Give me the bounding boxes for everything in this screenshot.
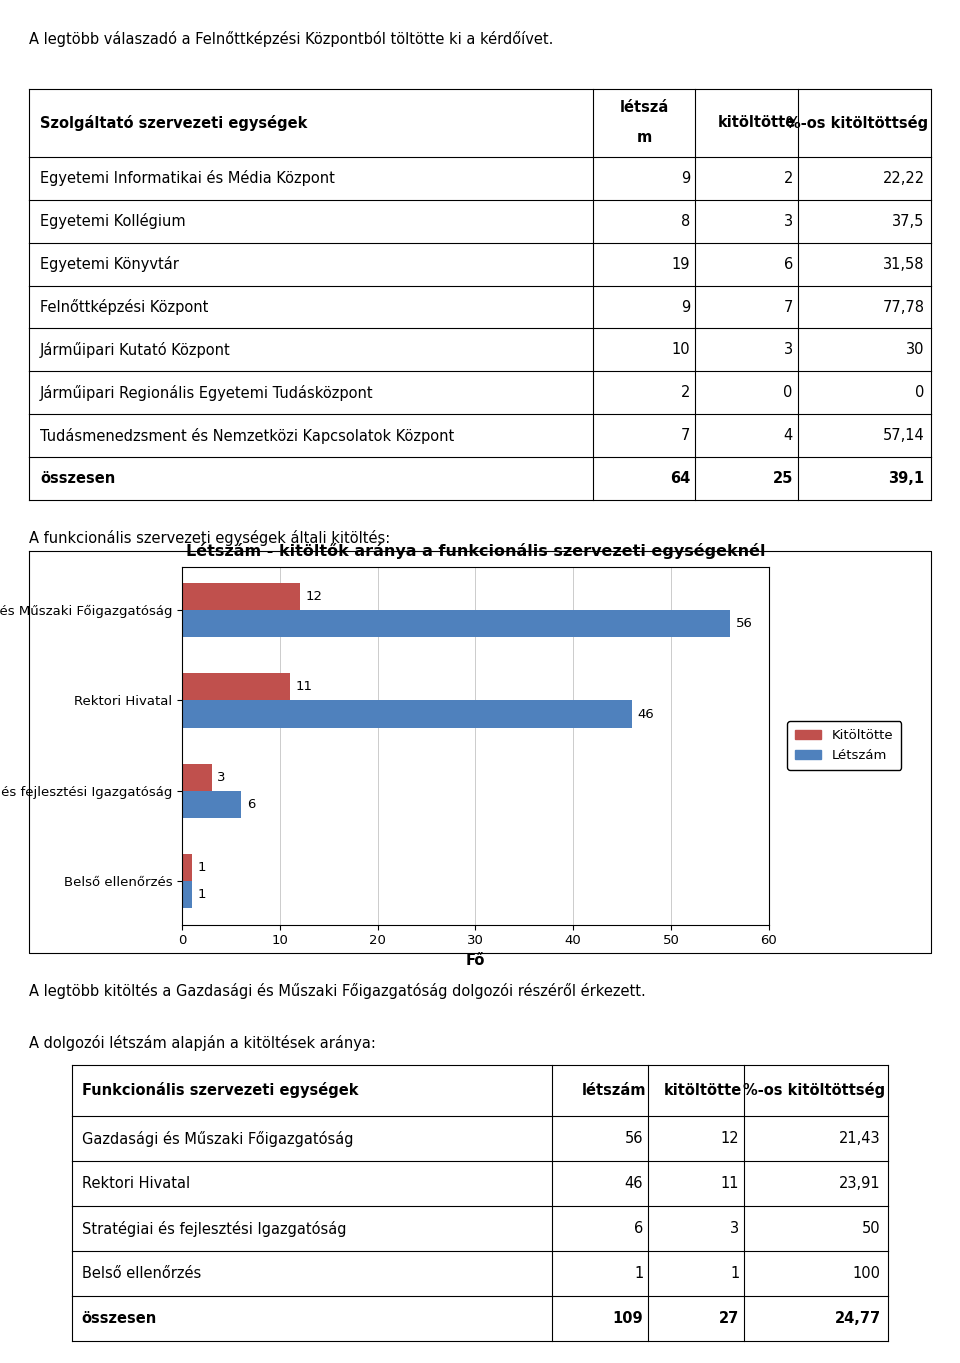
Text: 23,91: 23,91: [839, 1176, 880, 1191]
Text: A legtöbb válaszadó a Felnőttképzési Központból töltötte ki a kérdőívet.: A legtöbb válaszadó a Felnőttképzési Köz…: [29, 31, 553, 48]
Text: 12: 12: [305, 590, 323, 602]
Text: 3: 3: [217, 771, 226, 784]
Text: 1: 1: [198, 861, 206, 874]
Bar: [182, 583, 300, 611]
Bar: [182, 855, 192, 882]
Text: 50: 50: [862, 1221, 880, 1236]
Text: 77,78: 77,78: [882, 300, 924, 315]
Text: 24,77: 24,77: [834, 1311, 880, 1326]
Text: 46: 46: [625, 1176, 643, 1191]
Text: 7: 7: [681, 428, 690, 443]
Text: 2: 2: [681, 386, 690, 401]
Text: Egyetemi Kollégium: Egyetemi Kollégium: [40, 213, 185, 229]
Text: létszá: létszá: [619, 99, 669, 116]
Bar: [182, 763, 211, 791]
Legend: Kitöltötte, Létszám: Kitöltötte, Létszám: [787, 721, 901, 770]
Text: Járműipari Kutató Központ: Járműipari Kutató Központ: [40, 342, 230, 358]
Text: 30: 30: [906, 342, 924, 357]
Text: 1: 1: [634, 1266, 643, 1281]
Text: 0: 0: [783, 386, 793, 401]
Text: 0: 0: [915, 386, 924, 401]
Text: 11: 11: [721, 1176, 739, 1191]
Text: A funkcionális szervezeti egységek általi kitöltés:: A funkcionális szervezeti egységek által…: [29, 530, 390, 547]
Text: 64: 64: [670, 472, 690, 487]
Text: Tudásmenedzsment és Nemzetközi Kapcsolatok Központ: Tudásmenedzsment és Nemzetközi Kapcsolat…: [40, 428, 454, 444]
Text: 25: 25: [773, 472, 793, 487]
Text: 109: 109: [612, 1311, 643, 1326]
Text: Stratégiai és fejlesztési Igazgatóság: Stratégiai és fejlesztési Igazgatóság: [82, 1221, 347, 1236]
Bar: [182, 701, 632, 728]
Text: Egyetemi Informatikai és Média Központ: Egyetemi Informatikai és Média Központ: [40, 170, 335, 187]
Bar: [182, 882, 192, 908]
X-axis label: Fő: Fő: [466, 953, 485, 968]
Text: 7: 7: [783, 300, 793, 315]
Text: 21,43: 21,43: [839, 1131, 880, 1146]
Text: Belső ellenőrzés: Belső ellenőrzés: [82, 1266, 201, 1281]
Text: 27: 27: [719, 1311, 739, 1326]
Text: Rektori Hivatal: Rektori Hivatal: [82, 1176, 190, 1191]
Text: 39,1: 39,1: [888, 472, 924, 487]
Text: 8: 8: [681, 214, 690, 229]
Text: 9: 9: [681, 170, 690, 185]
Text: kitöltötte: kitöltötte: [663, 1082, 742, 1099]
Text: létszám: létszám: [582, 1082, 646, 1099]
Text: 6: 6: [783, 256, 793, 271]
Text: 12: 12: [721, 1131, 739, 1146]
Text: 6: 6: [247, 797, 255, 811]
Bar: [182, 673, 290, 701]
Text: 11: 11: [296, 680, 313, 694]
Text: 3: 3: [783, 214, 793, 229]
Text: 31,58: 31,58: [883, 256, 924, 271]
Text: A dolgozói létszám alapján a kitöltések aránya:: A dolgozói létszám alapján a kitöltések …: [29, 1035, 375, 1051]
Text: 22,22: 22,22: [882, 170, 924, 185]
Text: %-os kitöltöttség: %-os kitöltöttség: [786, 114, 928, 131]
Text: 6: 6: [634, 1221, 643, 1236]
Text: 46: 46: [637, 707, 655, 721]
Text: 1: 1: [198, 889, 206, 901]
Text: 10: 10: [672, 342, 690, 357]
Text: 9: 9: [681, 300, 690, 315]
Text: 3: 3: [783, 342, 793, 357]
Text: m: m: [636, 129, 652, 146]
Text: 19: 19: [672, 256, 690, 271]
Title: Létszám - kitöltők aránya a funkcionális szervezeti egységeknél: Létszám - kitöltők aránya a funkcionális…: [185, 542, 765, 559]
Text: 4: 4: [783, 428, 793, 443]
Text: 3: 3: [730, 1221, 739, 1236]
Text: 100: 100: [852, 1266, 880, 1281]
Text: %-os kitöltöttség: %-os kitöltöttség: [743, 1082, 885, 1099]
Text: Gazdasági és Műszaki Főigazgatóság: Gazdasági és Műszaki Főigazgatóság: [82, 1131, 353, 1146]
Text: Funkcionális szervezeti egységek: Funkcionális szervezeti egységek: [82, 1082, 358, 1099]
Bar: [182, 791, 241, 818]
Text: Felnőttképzési Központ: Felnőttképzési Központ: [40, 298, 208, 315]
Text: 56: 56: [625, 1131, 643, 1146]
Bar: [182, 611, 730, 638]
Text: Egyetemi Könyvtár: Egyetemi Könyvtár: [40, 256, 179, 273]
Text: 37,5: 37,5: [892, 214, 924, 229]
Text: kitöltötte: kitöltötte: [717, 114, 796, 131]
Text: 2: 2: [783, 170, 793, 185]
Text: Szolgáltató szervezeti egységek: Szolgáltató szervezeti egységek: [40, 114, 307, 131]
Text: 56: 56: [735, 617, 753, 630]
Text: 1: 1: [730, 1266, 739, 1281]
Text: összesen: összesen: [40, 472, 115, 487]
Text: összesen: összesen: [82, 1311, 156, 1326]
Text: 57,14: 57,14: [883, 428, 924, 443]
Text: A legtöbb kitöltés a Gazdasági és Műszaki Főigazgatóság dolgozói részéről érkeze: A legtöbb kitöltés a Gazdasági és Műszak…: [29, 983, 645, 999]
Text: Járműipari Regionális Egyetemi Tudásközpont: Járműipari Regionális Egyetemi Tudásközp…: [40, 384, 373, 401]
